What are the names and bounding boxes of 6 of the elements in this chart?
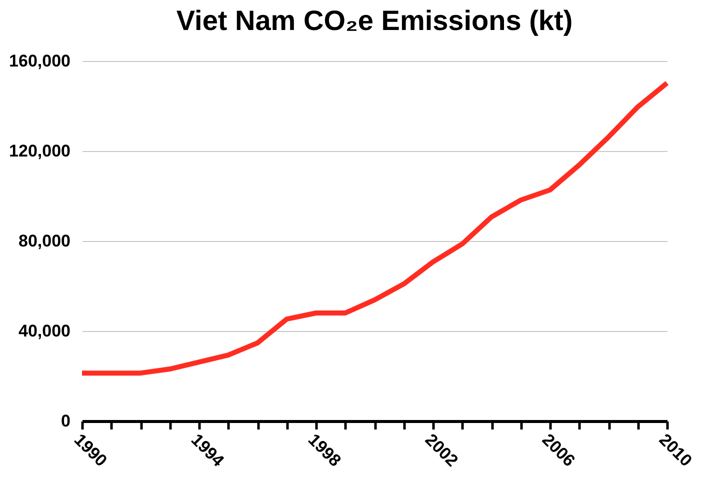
y-tick-label: 0 bbox=[61, 412, 70, 430]
chart-title: Viet Nam CO₂e Emissions (kt) bbox=[176, 5, 573, 36]
y-tick-label: 120,000 bbox=[9, 142, 70, 160]
y-tick-label: 40,000 bbox=[18, 322, 70, 340]
y-tick-label: 80,000 bbox=[18, 232, 70, 250]
y-tick-label: 160,000 bbox=[9, 52, 70, 70]
